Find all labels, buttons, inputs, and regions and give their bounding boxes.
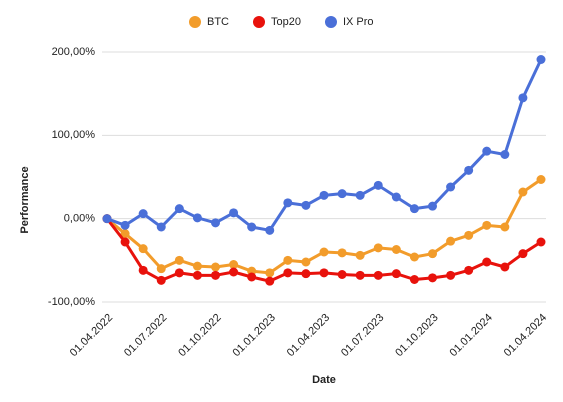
data-point: [355, 250, 365, 260]
data-point: [428, 201, 437, 211]
data-point: [518, 93, 528, 103]
data-point: [156, 264, 166, 274]
legend-label: IX Pro: [343, 16, 374, 28]
data-point: [337, 270, 347, 279]
data-point: [536, 55, 546, 64]
y-axis-title: Performance: [19, 166, 31, 233]
data-point: [247, 222, 257, 232]
data-point: [156, 222, 166, 232]
data-point: [283, 255, 293, 265]
data-point: [301, 200, 311, 210]
data-point: [446, 236, 456, 246]
legend-marker: [253, 16, 265, 28]
legend-label: Top20: [271, 16, 301, 28]
data-point: [138, 209, 148, 219]
data-point: [174, 255, 184, 265]
data-point: [120, 220, 130, 230]
data-point: [409, 252, 419, 262]
data-point: [283, 198, 293, 208]
data-point: [518, 187, 528, 197]
data-point: [446, 182, 456, 192]
legend-marker: [324, 16, 337, 28]
data-point: [391, 245, 401, 254]
data-point: [211, 262, 220, 272]
data-point: [138, 244, 148, 254]
data-point: [464, 165, 474, 175]
data-point: [482, 220, 492, 230]
data-point: [120, 229, 130, 239]
data-point: [211, 270, 220, 280]
data-point: [500, 222, 510, 232]
data-point: [464, 230, 474, 240]
data-point: [428, 249, 437, 259]
x-tick-label: 01.01.2023: [231, 312, 278, 359]
data-point: [192, 213, 202, 223]
data-point: [265, 225, 275, 235]
data-point: [301, 269, 311, 279]
x-tick-label: 01.04.2024: [502, 312, 549, 359]
x-tick-label: 01.10.2022: [176, 312, 223, 359]
x-tick-label: 01.01.2024: [448, 312, 495, 359]
data-point: [174, 204, 184, 214]
x-tick-label: 01.07.2023: [339, 312, 386, 359]
data-point: [156, 275, 166, 285]
data-point: [192, 270, 202, 280]
data-point: [283, 268, 293, 278]
data-point: [500, 150, 510, 159]
x-tick-label: 01.04.2023: [285, 312, 332, 359]
data-point: [518, 249, 528, 259]
x-tick-label: 01.10.2023: [393, 312, 440, 359]
data-point: [446, 270, 456, 280]
data-point: [319, 268, 329, 278]
data-point: [373, 270, 383, 280]
data-point: [373, 243, 383, 253]
data-point: [482, 257, 492, 267]
legend-marker: [189, 16, 201, 28]
data-point: [192, 261, 202, 271]
data-point: [211, 218, 220, 228]
data-point: [391, 192, 401, 202]
x-tick-label: 01.04.2022: [68, 312, 115, 359]
data-point: [536, 175, 546, 184]
data-point: [265, 268, 275, 278]
data-point: [391, 269, 401, 279]
series-line: [106, 58, 543, 232]
x-axis-title: Date: [312, 374, 336, 386]
data-point: [247, 272, 257, 282]
data-point: [355, 270, 365, 280]
data-point: [102, 214, 112, 224]
data-point: [120, 237, 130, 247]
x-tick-label: 01.07.2022: [122, 312, 169, 359]
data-point: [138, 265, 148, 275]
data-point: [229, 267, 239, 277]
y-tick-label: 100,00%: [52, 129, 96, 141]
data-point: [337, 189, 347, 199]
data-point: [500, 262, 510, 272]
data-point: [301, 257, 311, 267]
data-point: [355, 190, 365, 200]
legend-label: BTC: [207, 16, 229, 28]
data-point: [536, 237, 546, 247]
y-tick-label: 200,00%: [52, 46, 96, 58]
data-point: [464, 265, 474, 275]
data-point: [337, 248, 347, 258]
data-point: [373, 180, 383, 190]
data-point: [409, 204, 419, 214]
data-point: [319, 247, 329, 257]
y-tick-label: -100,00%: [48, 296, 95, 308]
data-point: [229, 208, 239, 218]
data-point: [265, 276, 275, 286]
y-tick-label: 0,00%: [64, 213, 95, 225]
data-point: [409, 275, 419, 284]
data-point: [174, 268, 184, 278]
data-point: [428, 273, 437, 283]
data-point: [319, 190, 329, 200]
data-point: [482, 146, 492, 156]
data-point: [229, 260, 239, 269]
